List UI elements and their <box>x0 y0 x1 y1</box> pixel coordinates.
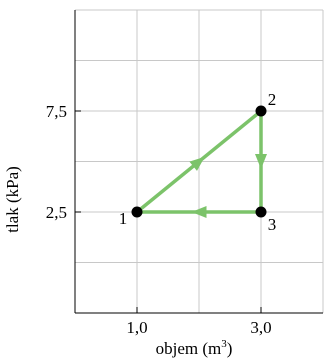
cycle-arrow-1-2 <box>189 156 205 171</box>
state-point-label-3: 3 <box>268 215 277 234</box>
x-tick-label-1: 3,0 <box>250 318 271 337</box>
state-point-2 <box>255 105 267 117</box>
y-tick-label-1: 7,5 <box>46 102 67 121</box>
x-tick-label-0: 1,0 <box>126 318 147 337</box>
y-axis-label: tlak (kPa) <box>3 166 22 233</box>
x-axis-label: objem (m3) <box>156 338 233 358</box>
y-tick-label-0: 2,5 <box>46 203 67 222</box>
tick-labels: 1,0 3,0 2,5 7,5 <box>46 102 272 337</box>
cycle-arrow-2-3 <box>255 154 267 169</box>
state-point-1 <box>131 206 143 218</box>
state-point-3 <box>255 206 267 218</box>
state-points: 1 2 3 <box>119 90 277 234</box>
state-point-label-1: 1 <box>119 209 128 228</box>
state-point-label-2: 2 <box>268 90 277 109</box>
cycle-lines <box>135 109 267 218</box>
axes <box>74 10 323 314</box>
cycle-arrow-3-1 <box>191 206 207 218</box>
